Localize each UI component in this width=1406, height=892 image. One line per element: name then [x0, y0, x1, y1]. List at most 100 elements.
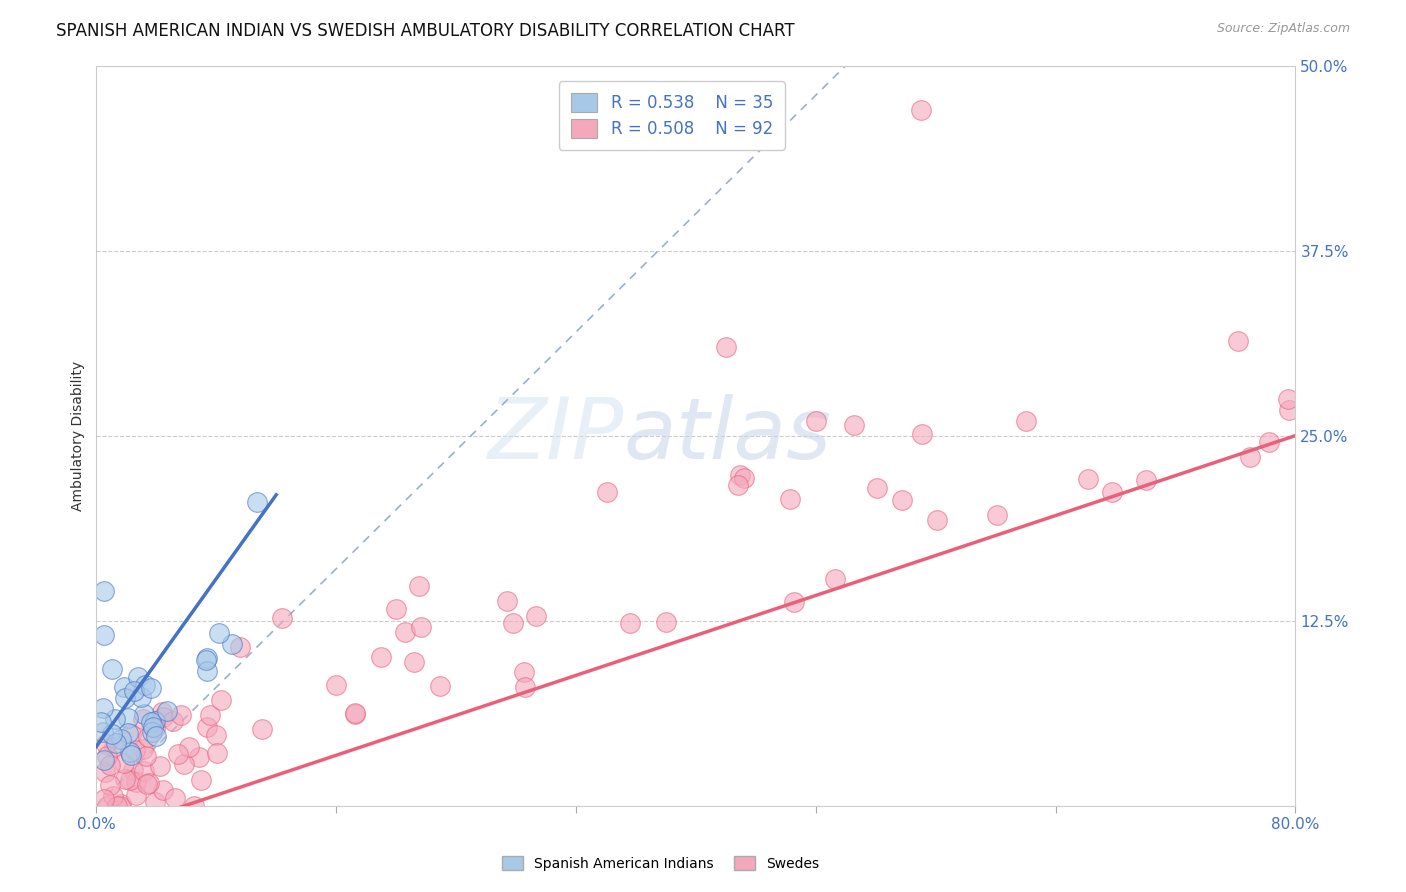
Point — [93, 791, 115, 805]
Point — [112, 756, 135, 771]
Point — [402, 655, 425, 669]
Point — [173, 757, 195, 772]
Point — [890, 492, 912, 507]
Point — [134, 678, 156, 692]
Point — [132, 706, 155, 721]
Point — [124, 743, 146, 757]
Point — [411, 620, 433, 634]
Point — [120, 747, 142, 762]
Point — [138, 775, 160, 789]
Point — [108, 798, 131, 813]
Point — [195, 721, 218, 735]
Point — [93, 584, 115, 599]
Point — [429, 679, 451, 693]
Point — [141, 725, 163, 739]
Point — [139, 681, 162, 696]
Point — [136, 777, 159, 791]
Point — [100, 727, 122, 741]
Point — [114, 772, 136, 786]
Point — [117, 711, 139, 725]
Point — [101, 662, 124, 676]
Point — [343, 706, 366, 721]
Point — [408, 579, 430, 593]
Legend: R = 0.538    N = 35, R = 0.508    N = 92: R = 0.538 N = 35, R = 0.508 N = 92 — [560, 81, 785, 150]
Point — [177, 739, 200, 754]
Point — [229, 640, 252, 655]
Point — [145, 721, 167, 735]
Point — [1014, 414, 1036, 428]
Text: atlas: atlas — [624, 394, 832, 477]
Point — [619, 616, 641, 631]
Point — [208, 625, 231, 640]
Point — [1227, 334, 1250, 349]
Point — [197, 665, 219, 679]
Point — [162, 714, 184, 728]
Point — [93, 753, 115, 767]
Point — [654, 615, 676, 630]
Point — [370, 649, 392, 664]
Point — [344, 706, 367, 721]
Point — [1101, 484, 1123, 499]
Point — [1277, 392, 1299, 407]
Point — [1135, 473, 1157, 487]
Point — [779, 491, 801, 506]
Point — [131, 741, 153, 756]
Point — [152, 782, 174, 797]
Point — [129, 690, 152, 704]
Point — [187, 749, 209, 764]
Point — [246, 495, 269, 509]
Point — [1277, 403, 1299, 417]
Point — [911, 427, 934, 442]
Point — [910, 103, 932, 117]
Point — [526, 609, 548, 624]
Point — [110, 797, 132, 811]
Point — [132, 713, 155, 727]
Point — [114, 691, 136, 706]
Point — [195, 653, 218, 667]
Point — [94, 764, 117, 779]
Point — [714, 340, 737, 354]
Point — [166, 747, 188, 761]
Point — [127, 670, 149, 684]
Point — [149, 759, 172, 773]
Point — [105, 798, 128, 813]
Point — [513, 680, 536, 694]
Point — [112, 680, 135, 694]
Point — [156, 704, 179, 718]
Point — [90, 714, 112, 729]
Y-axis label: Ambulatory Disability: Ambulatory Disability — [72, 360, 86, 510]
Point — [91, 701, 114, 715]
Point — [110, 731, 132, 746]
Point — [96, 749, 118, 764]
Point — [804, 414, 827, 428]
Point — [118, 773, 141, 788]
Point — [135, 748, 157, 763]
Point — [325, 678, 347, 692]
Point — [1258, 434, 1281, 449]
Point — [205, 728, 228, 742]
Point — [595, 485, 617, 500]
Point — [733, 471, 755, 485]
Point — [96, 798, 118, 813]
Point — [103, 740, 125, 755]
Point — [824, 572, 846, 586]
Point — [121, 763, 143, 777]
Point — [150, 705, 173, 719]
Point — [141, 715, 163, 730]
Point — [209, 693, 232, 707]
Point — [122, 683, 145, 698]
Point — [183, 798, 205, 813]
Point — [118, 745, 141, 759]
Point — [98, 778, 121, 792]
Point — [152, 710, 174, 724]
Point — [136, 731, 159, 745]
Text: SPANISH AMERICAN INDIAN VS SWEDISH AMBULATORY DISABILITY CORRELATION CHART: SPANISH AMERICAN INDIAN VS SWEDISH AMBUL… — [56, 22, 794, 40]
Point — [385, 602, 408, 616]
Point — [394, 625, 416, 640]
Text: ZIP: ZIP — [488, 394, 624, 477]
Point — [103, 789, 125, 803]
Text: Source: ZipAtlas.com: Source: ZipAtlas.com — [1216, 22, 1350, 36]
Point — [170, 708, 193, 723]
Point — [1239, 450, 1261, 465]
Point — [190, 773, 212, 788]
